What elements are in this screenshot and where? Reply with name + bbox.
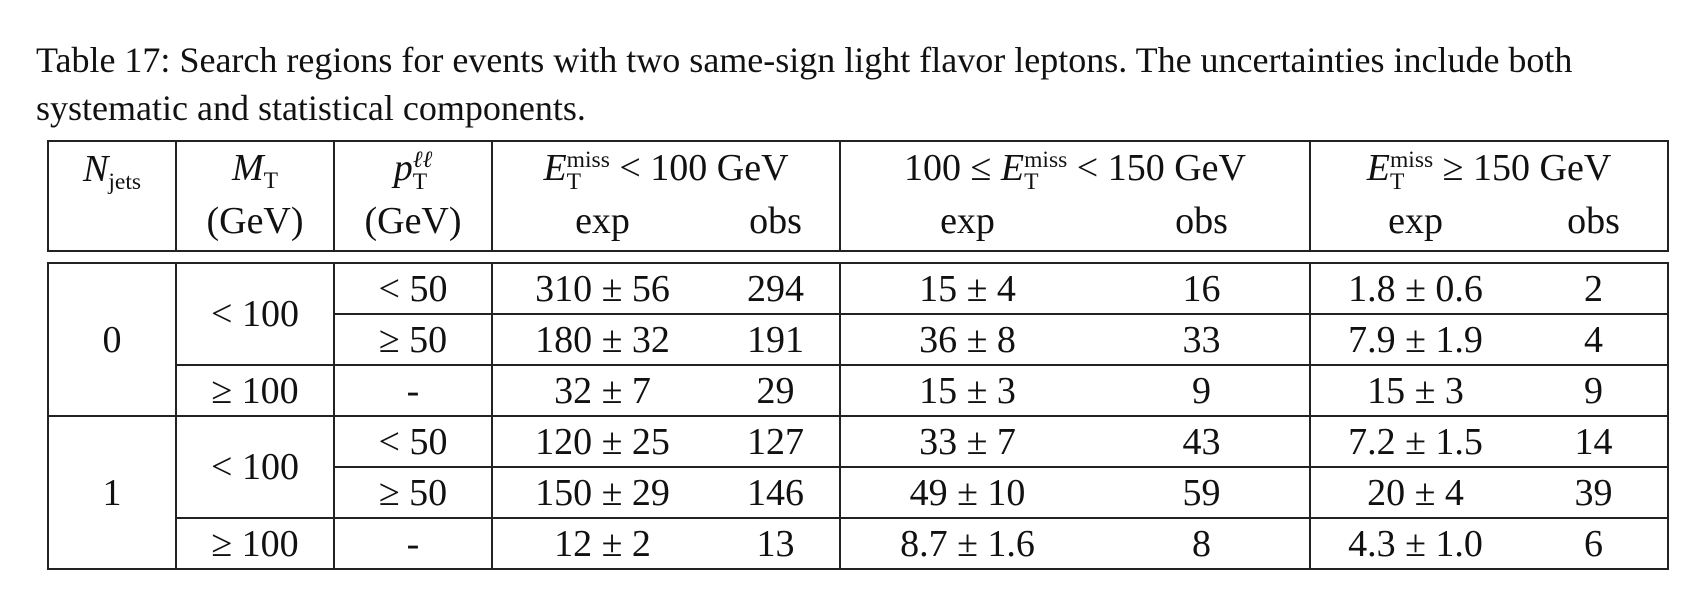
- njets-header: Njets: [47, 140, 177, 251]
- obs-cell: 9: [1094, 364, 1312, 417]
- exp-header: exp: [839, 196, 1094, 252]
- exp-cell: 32 ± 7: [491, 364, 712, 417]
- obs-cell: 43: [1094, 415, 1312, 468]
- obs-header: obs: [1094, 196, 1312, 252]
- obs-cell: 9: [1520, 364, 1670, 417]
- njets-cell: 0: [47, 262, 177, 417]
- exp-cell: 36 ± 8: [839, 313, 1094, 366]
- obs-cell: 33: [1094, 313, 1312, 366]
- mt-unit: (GeV): [175, 196, 335, 252]
- exp-header: exp: [1309, 196, 1521, 252]
- table-row: ≥ 50 180 ± 32 191 36 ± 8 33 7.9 ± 1.9 4: [48, 313, 1670, 366]
- pt-cell: < 50: [333, 415, 493, 468]
- obs-cell: 59: [1094, 466, 1312, 519]
- exp-cell: 8.7 ± 1.6: [839, 517, 1094, 570]
- table-row: ≥ 100 - 12 ± 2 13 8.7 ± 1.6 8 4.3 ± 1.0 …: [48, 517, 1670, 570]
- exp-cell: 310 ± 56: [491, 262, 712, 315]
- pt-cell: -: [333, 364, 493, 417]
- obs-header: obs: [1520, 196, 1670, 252]
- mt-cell: ≥ 100: [175, 364, 335, 417]
- exp-cell: 120 ± 25: [491, 415, 712, 468]
- pt-cell: -: [333, 517, 493, 570]
- mt-cell: < 100: [175, 415, 335, 519]
- obs-cell: 146: [712, 466, 841, 519]
- obs-cell: 294: [712, 262, 841, 315]
- header-row-2: (GeV) (GeV) exp obs exp obs exp obs: [48, 196, 1670, 252]
- pt-header: p ℓℓ T: [333, 140, 493, 196]
- mt-cell: ≥ 100: [175, 517, 335, 570]
- exp-cell: 33 ± 7: [839, 415, 1094, 468]
- obs-cell: 2: [1520, 262, 1670, 315]
- exp-header: exp: [491, 196, 712, 252]
- exp-cell: 7.9 ± 1.9: [1309, 313, 1521, 366]
- exp-cell: 150 ± 29: [491, 466, 712, 519]
- obs-cell: 16: [1094, 262, 1312, 315]
- pt-cell: < 50: [333, 262, 493, 315]
- exp-cell: 15 ± 3: [839, 364, 1094, 417]
- exp-cell: 20 ± 4: [1309, 466, 1521, 519]
- exp-cell: 7.2 ± 1.5: [1309, 415, 1521, 468]
- obs-cell: 127: [712, 415, 841, 468]
- exp-cell: 15 ± 3: [1309, 364, 1521, 417]
- mt-cell: < 100: [175, 262, 335, 366]
- obs-cell: 4: [1520, 313, 1670, 366]
- table-row: ≥ 50 150 ± 29 146 49 ± 10 59 20 ± 4 39: [48, 466, 1670, 519]
- pt-unit: (GeV): [333, 196, 493, 252]
- obs-cell: 29: [712, 364, 841, 417]
- table-caption: Table 17: Search regions for events with…: [36, 40, 1573, 128]
- table-row: 1 < 100 < 50 120 ± 25 127 33 ± 7 43 7.2 …: [47, 415, 1670, 570]
- njets-cell: 1: [47, 415, 177, 570]
- mt-header: MT: [175, 140, 335, 196]
- obs-cell: 13: [712, 517, 841, 570]
- exp-cell: 49 ± 10: [839, 466, 1094, 519]
- pt-cell: ≥ 50: [333, 466, 493, 519]
- exp-cell: 12 ± 2: [491, 517, 712, 570]
- exp-cell: 15 ± 4: [839, 262, 1094, 315]
- obs-cell: 8: [1094, 517, 1312, 570]
- exp-cell: 4.3 ± 1.0: [1309, 517, 1521, 570]
- exp-cell: 1.8 ± 0.6: [1309, 262, 1521, 315]
- exp-cell: 180 ± 32: [491, 313, 712, 366]
- obs-cell: 14: [1520, 415, 1670, 468]
- table-row: 0 < 100 < 50 310 ± 56 294 15 ± 4 16 1.8 …: [47, 262, 1670, 417]
- obs-cell: 6: [1520, 517, 1670, 570]
- table-row: ≥ 100 - 32 ± 7 29 15 ± 3 9 15 ± 3 9: [48, 364, 1670, 417]
- obs-cell: 39: [1520, 466, 1670, 519]
- pt-cell: ≥ 50: [333, 313, 493, 366]
- obs-cell: 191: [712, 313, 841, 366]
- obs-header: obs: [712, 196, 841, 252]
